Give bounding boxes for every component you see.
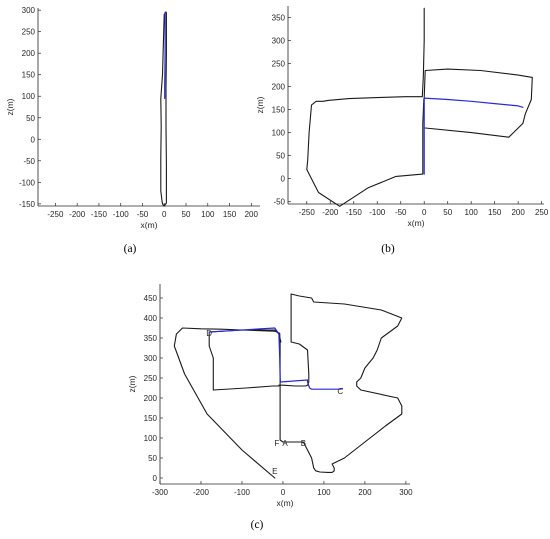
x-tick-label: 100 [201,210,215,219]
x-tick-label: 0 [281,488,286,497]
y-tick-label: -100 [19,178,36,187]
x-axis-label: x(m) [141,220,158,230]
y-tick-label: -50 [273,198,285,207]
y-tick-label: 350 [144,334,158,343]
x-tick-label: 50 [443,208,452,217]
y-tick-label: 50 [148,454,157,463]
y-tick-label: 0 [281,175,286,184]
x-tick-label: 300 [399,488,413,497]
trajectory-line [173,293,403,479]
x-tick-label: -100 [234,488,251,497]
panel-caption: (b) [381,243,395,255]
y-tick-label: 400 [144,314,158,323]
point-label-e: E [272,467,277,476]
x-tick-label: -250 [47,210,64,219]
y-tick-label: 200 [144,394,158,403]
point-label-d: D [206,329,212,338]
panel-b: -250 -200 -150 -100 -50 0 50 100 150 200 250 -50 0 50… [255,6,549,255]
y-tick-label: 100 [144,434,158,443]
x-tick-label: 200 [511,208,525,217]
x-tick-label: 150 [223,210,237,219]
y-tick-label: 350 [272,14,286,23]
x-tick-label: -300 [152,488,169,497]
x-tick-label: 0 [162,210,167,219]
x-tick-label: -150 [346,208,363,217]
y-tick-label: 200 [272,83,286,92]
x-tick-label: -200 [322,208,339,217]
x-tick-label: 0 [422,208,427,217]
y-tick-label: 250 [22,28,36,37]
y-tick-label: 300 [272,37,286,46]
y-tick-label: 150 [144,414,158,423]
x-tick-label: -50 [137,210,149,219]
x-tick-label: -200 [69,210,86,219]
point-label-b: B [301,439,306,448]
y-tick-label: 300 [22,6,36,15]
y-tick-label: 0 [153,474,158,483]
x-tick-label: 200 [245,210,259,219]
x-tick-label: 250 [535,208,549,217]
x-tick-label: 100 [465,208,479,217]
x-tick-label: -150 [91,210,108,219]
y-axis-label: z(m) [255,96,265,113]
panel-caption: (a) [124,243,137,255]
y-tick-label: 200 [22,49,36,58]
y-tick-label: 0 [31,135,36,144]
y-tick-label: 50 [26,114,35,123]
x-tick-label: 50 [182,210,191,219]
point-label-a: A [282,439,288,448]
y-tick-label: 150 [22,71,36,80]
y-tick-label: -150 [19,200,36,209]
y-tick-label: 100 [272,129,286,138]
y-tick-label: -50 [23,157,35,166]
x-tick-label: -100 [113,210,130,219]
trajectory-line [160,11,167,207]
trajectory-line [306,7,533,207]
y-axis-label: z(m) [127,375,137,392]
x-tick-label: 150 [488,208,502,217]
y-tick-label: 100 [22,92,36,101]
x-axis-label: x(m) [408,218,425,228]
point-label-c: C [337,387,343,396]
y-axis-label: z(m) [5,98,15,115]
y-tick-label: 250 [144,374,158,383]
y-tick-label: 250 [272,60,286,69]
panel-a: -250 -200 -150 -100 -50 0 50 100 150 200-150-100-… [5,6,260,255]
x-tick-label: -200 [193,488,210,497]
point-label-f: F [274,439,279,448]
panel-caption: (c) [251,519,264,531]
highlighted-trajectory-line [423,97,524,175]
x-axis-label: x(m) [277,498,294,508]
y-tick-label: 50 [276,152,285,161]
y-tick-label: 450 [144,294,158,303]
highlighted-trajectory-line [208,327,343,390]
y-tick-label: 150 [272,106,286,115]
panel-c: -300 -200 -100 0 100 200 300 0 50 100 150 200 250 300… [127,284,413,531]
y-tick-label: 300 [144,354,158,363]
x-tick-label: -250 [299,208,316,217]
x-tick-label: 200 [358,488,372,497]
x-tick-label: -50 [395,208,407,217]
x-tick-label: -100 [369,208,386,217]
x-tick-label: 100 [317,488,331,497]
